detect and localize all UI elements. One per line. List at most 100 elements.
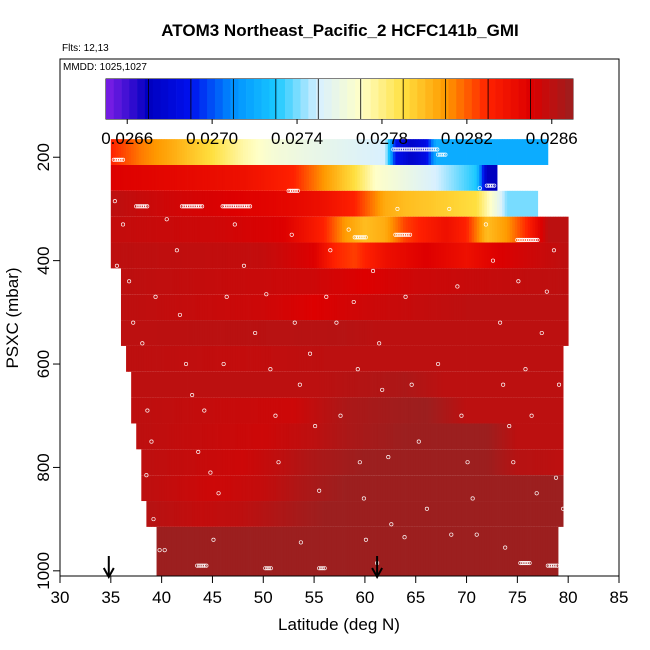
heatmap-cell [306, 371, 310, 398]
heatmap-cell [222, 501, 226, 527]
heatmap-cell [296, 371, 300, 398]
heatmap-cell [451, 216, 455, 243]
sample-marker [406, 232, 411, 237]
heatmap-cell [291, 501, 295, 527]
heatmap-cell [194, 449, 198, 476]
colorbar-swatch [370, 79, 379, 119]
heatmap-cell [138, 139, 142, 165]
heatmap-cell [524, 294, 528, 321]
heatmap-cell [263, 216, 267, 243]
heatmap-cell [408, 526, 412, 576]
heatmap-cell [270, 397, 274, 424]
heatmap-cell [469, 268, 473, 295]
heatmap-cell [517, 345, 521, 372]
heatmap-cell [275, 501, 279, 527]
heatmap-cell [306, 294, 310, 321]
heatmap-cell [286, 190, 290, 217]
heatmap-cell [375, 216, 379, 243]
heatmap-cell [258, 345, 262, 372]
heatmap-cell [410, 242, 414, 269]
heatmap-cell [202, 190, 206, 217]
heatmap-cell [499, 320, 503, 346]
heatmap-cell [456, 475, 460, 502]
heatmap-cell [522, 501, 526, 527]
heatmap-cell [484, 242, 488, 269]
heatmap-cell [438, 216, 442, 243]
heatmap-cell [357, 242, 361, 269]
heatmap-cell [197, 294, 201, 321]
heatmap-cell [357, 139, 361, 165]
y-axis-label: PSXC (mbar) [3, 267, 22, 368]
heatmap-cell [258, 371, 262, 398]
heatmap-cell [161, 501, 165, 527]
heatmap-cell [288, 371, 292, 398]
heatmap-cell [164, 371, 168, 398]
heatmap-cell [405, 216, 409, 243]
heatmap-cell [522, 371, 526, 398]
heatmap-cell [159, 345, 163, 372]
heatmap-cell [481, 371, 485, 398]
heatmap-cell [423, 320, 427, 346]
heatmap-cell [230, 501, 234, 527]
heatmap-cell [336, 242, 340, 269]
heatmap-cell [451, 139, 455, 165]
heatmap-cell [237, 242, 241, 269]
heatmap-cell [298, 526, 302, 576]
heatmap-cell [156, 294, 160, 321]
heatmap-cell [395, 268, 399, 295]
heatmap-cell [372, 397, 376, 424]
heatmap-cell [369, 501, 373, 527]
heatmap-cell [390, 449, 394, 476]
heatmap-cell [342, 268, 345, 295]
heatmap-cell [265, 526, 269, 576]
colorbar-swatch [176, 79, 185, 119]
heatmap-cell [311, 345, 315, 372]
heatmap-cell [278, 423, 282, 450]
heatmap-cell [207, 164, 211, 191]
sample-marker [346, 227, 351, 232]
colorbar-swatch [144, 79, 153, 119]
heatmap-cell [242, 475, 246, 502]
heatmap-cell [400, 423, 404, 450]
heatmap-cell [342, 164, 345, 191]
heatmap-cell [179, 164, 183, 191]
heatmap-cell [136, 190, 140, 217]
heatmap-cell [316, 449, 320, 476]
heatmap-cell [192, 190, 196, 217]
heatmap-cell [161, 294, 165, 321]
heatmap-cell [499, 475, 503, 502]
heatmap-cell [268, 190, 272, 217]
heatmap-cell [509, 423, 513, 450]
heatmap-cell [364, 345, 368, 372]
heatmap-cell [326, 216, 330, 243]
heatmap-cell [471, 139, 475, 165]
heatmap-cell [390, 294, 394, 321]
heatmap-cell [326, 397, 330, 424]
heatmap-cell [159, 475, 163, 502]
heatmap-cell [232, 397, 236, 424]
heatmap-cell [489, 501, 493, 527]
heatmap-cell [189, 345, 193, 372]
heatmap-cell [316, 397, 320, 424]
heatmap-cell [154, 190, 157, 217]
heatmap-cell [286, 423, 290, 450]
heatmap-cell [433, 345, 437, 372]
heatmap-cell [469, 526, 473, 576]
heatmap-cell [474, 526, 478, 576]
heatmap-cell [502, 501, 506, 527]
heatmap-cell [441, 397, 445, 424]
heatmap-cell [367, 449, 371, 476]
heatmap-cell [319, 139, 323, 165]
heatmap-cell [565, 320, 569, 346]
heatmap-cell [494, 501, 498, 527]
heatmap-cell [347, 164, 351, 191]
heatmap-cell [377, 475, 381, 502]
colorbar-swatch [471, 79, 480, 119]
heatmap-cell [179, 190, 183, 217]
heatmap-cell [471, 320, 475, 346]
heatmap-cell [187, 501, 190, 527]
heatmap-cell [331, 139, 335, 165]
heatmap-cell [433, 294, 437, 321]
heatmap-cell [423, 501, 427, 527]
heatmap-cell [436, 449, 439, 476]
